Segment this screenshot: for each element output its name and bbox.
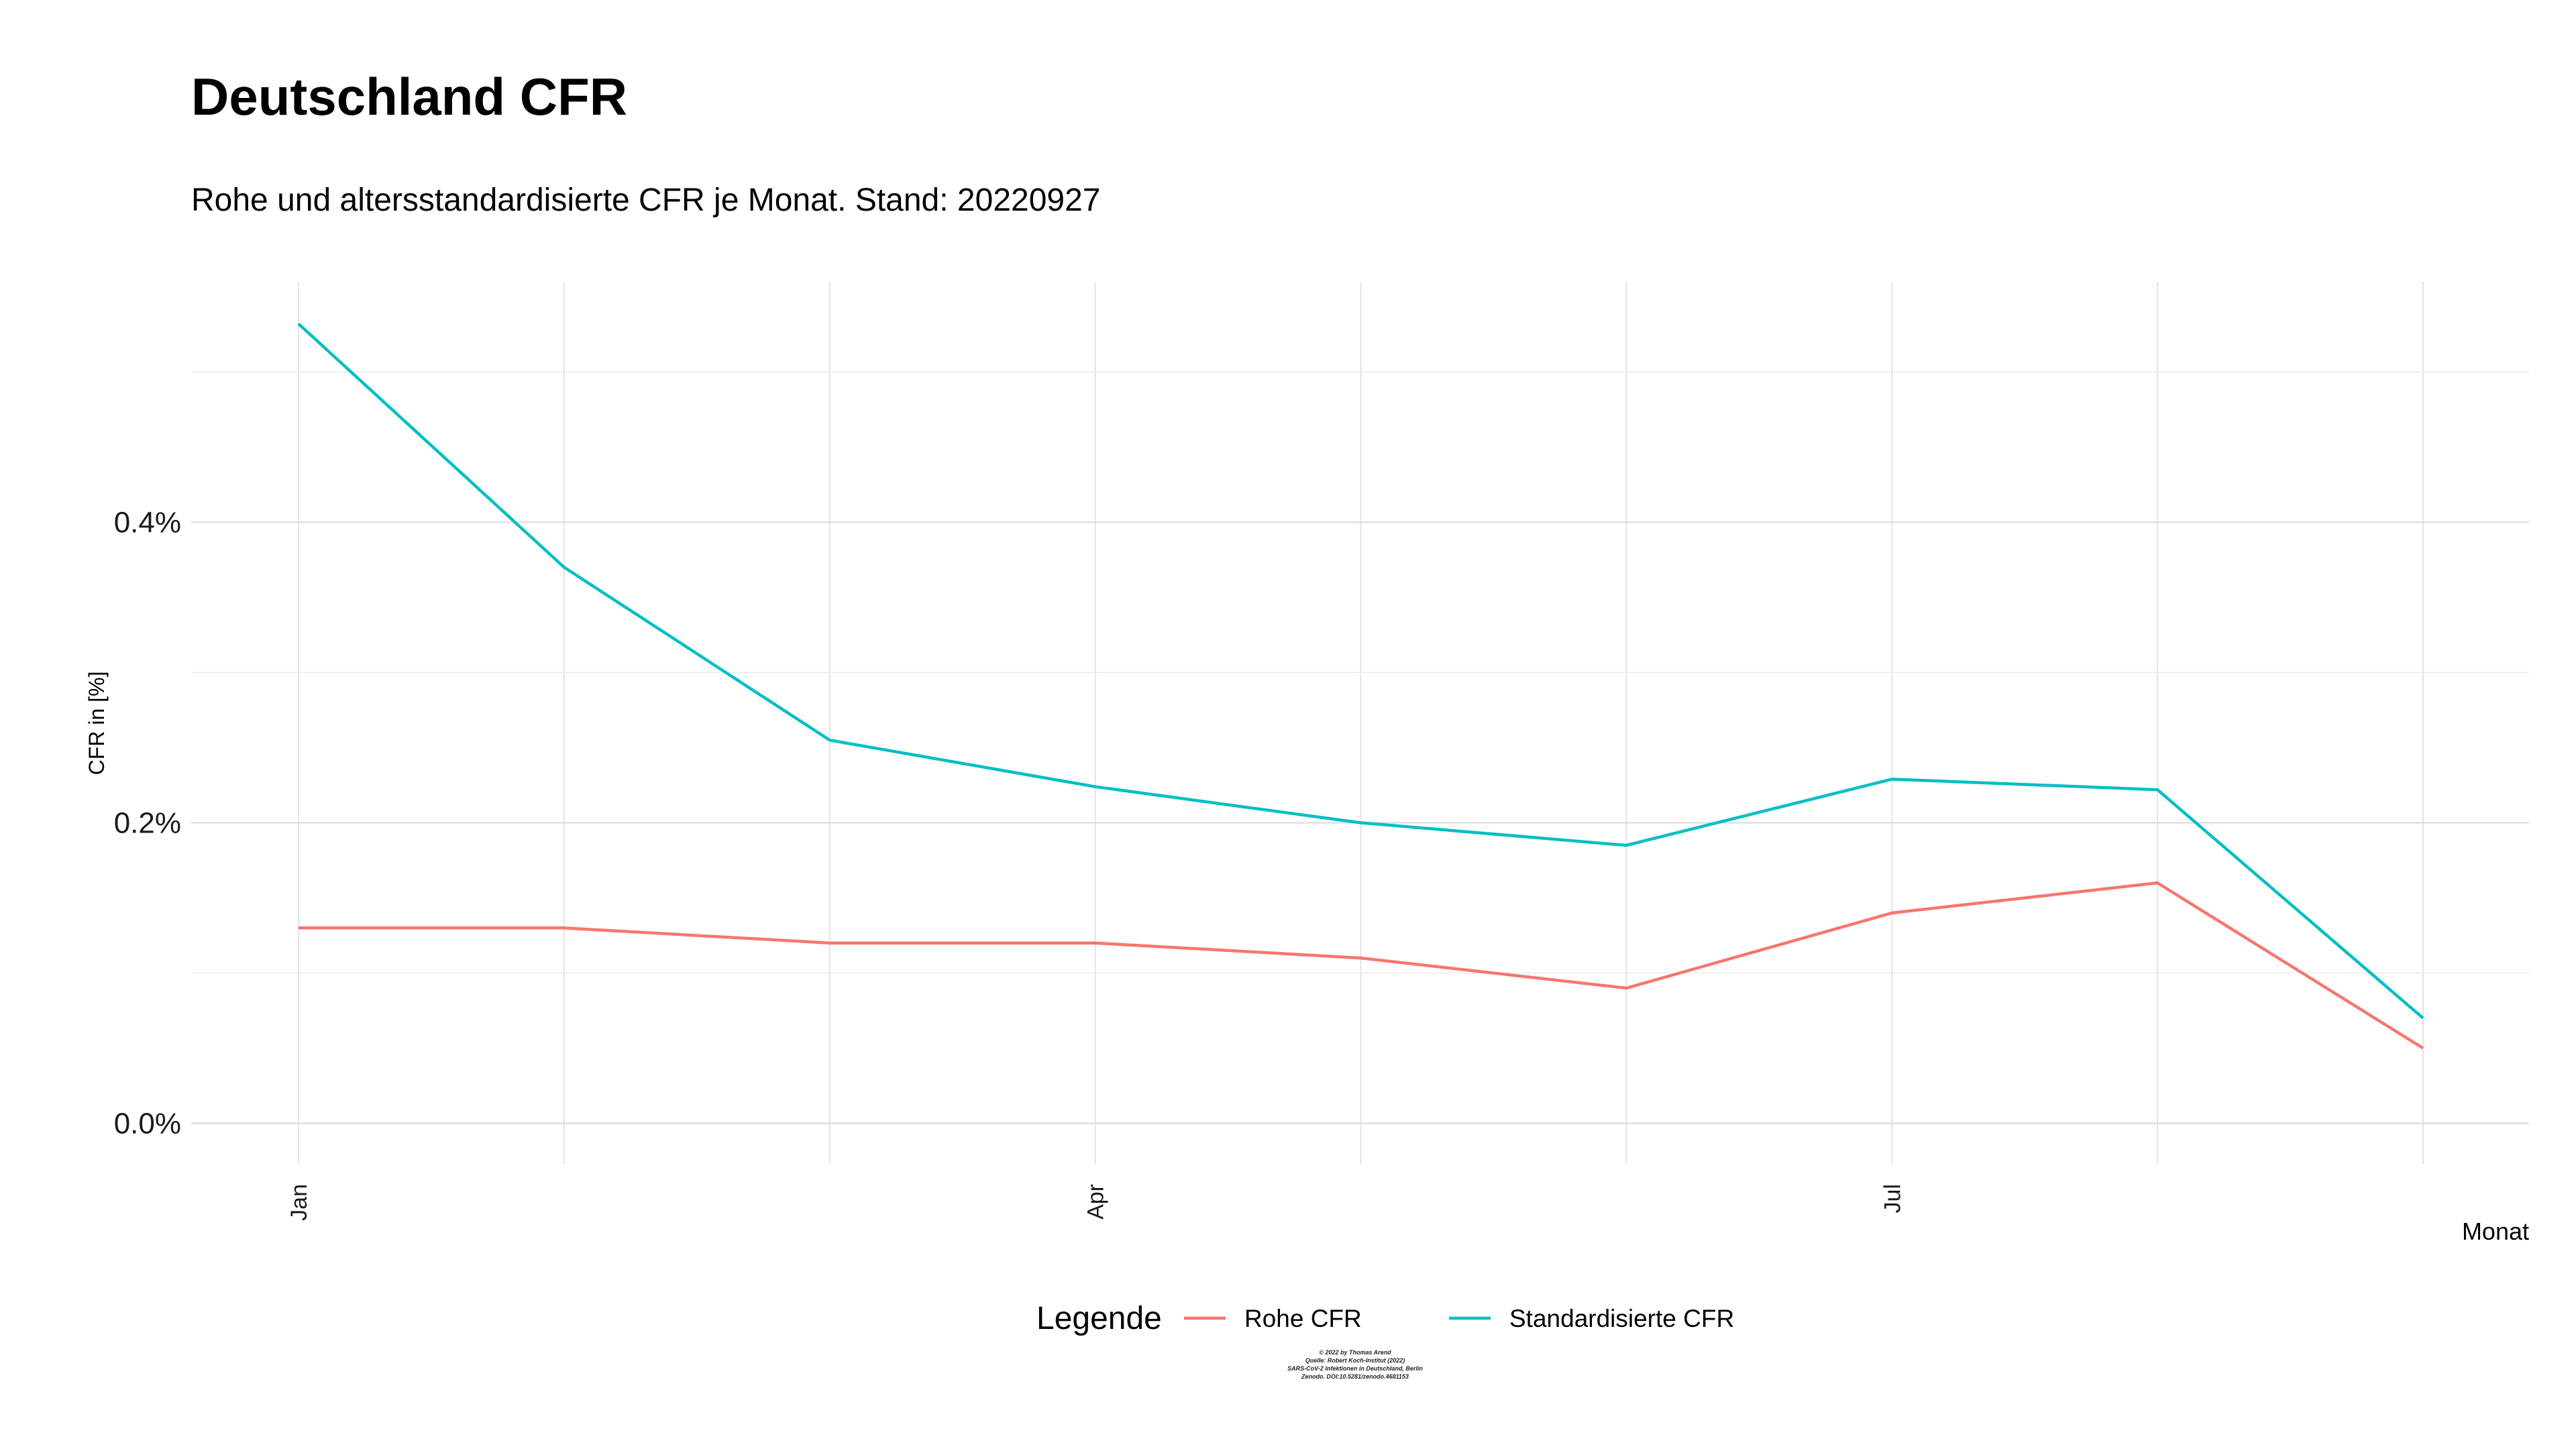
grid-minor xyxy=(191,282,2529,1164)
series-line-standardisierte-cfr xyxy=(297,323,2424,1020)
x-tick-label: Jul xyxy=(1880,1184,1905,1213)
credit-line: Quelle: Robert Koch-Institut (2022) xyxy=(1305,1357,1405,1364)
chart-subtitle: Rohe und altersstandardisierte CFR je Mo… xyxy=(191,182,1101,218)
x-axis-label: Monat xyxy=(2462,1218,2529,1245)
y-axis-label: CFR in [%] xyxy=(85,672,109,775)
credit-line: © 2022 by Thomas Arend xyxy=(1319,1349,1391,1356)
legend-title: Legende xyxy=(1036,1301,1162,1336)
chart-title: Deutschland CFR xyxy=(191,67,628,126)
legend-label: Rohe CFR xyxy=(1244,1305,1362,1332)
credit-note: © 2022 by Thomas Arend Quelle: Robert Ko… xyxy=(1154,1348,1556,1381)
x-tick-label: Apr xyxy=(1083,1184,1109,1220)
credit-line: SARS-CoV-2 Infektionen in Deutschland, B… xyxy=(1287,1365,1423,1373)
y-tick-label: 0.2% xyxy=(114,806,181,839)
credit-line: Zenodo. DOI:10.5281/zenodo.4681153 xyxy=(1301,1373,1409,1381)
x-tick-label: Jan xyxy=(286,1184,312,1221)
y-tick-label: 0.0% xyxy=(114,1108,181,1140)
x-tick-labels: Jan Apr Jul xyxy=(286,1184,1905,1221)
y-tick-labels: 0.0% 0.2% 0.4% xyxy=(114,506,181,1140)
series-lines xyxy=(297,323,2424,1050)
legend: Legende Rohe CFR Standardisierte CFR xyxy=(1036,1301,1734,1336)
legend-label: Standardisierte CFR xyxy=(1509,1305,1734,1332)
y-tick-label: 0.4% xyxy=(114,506,181,539)
